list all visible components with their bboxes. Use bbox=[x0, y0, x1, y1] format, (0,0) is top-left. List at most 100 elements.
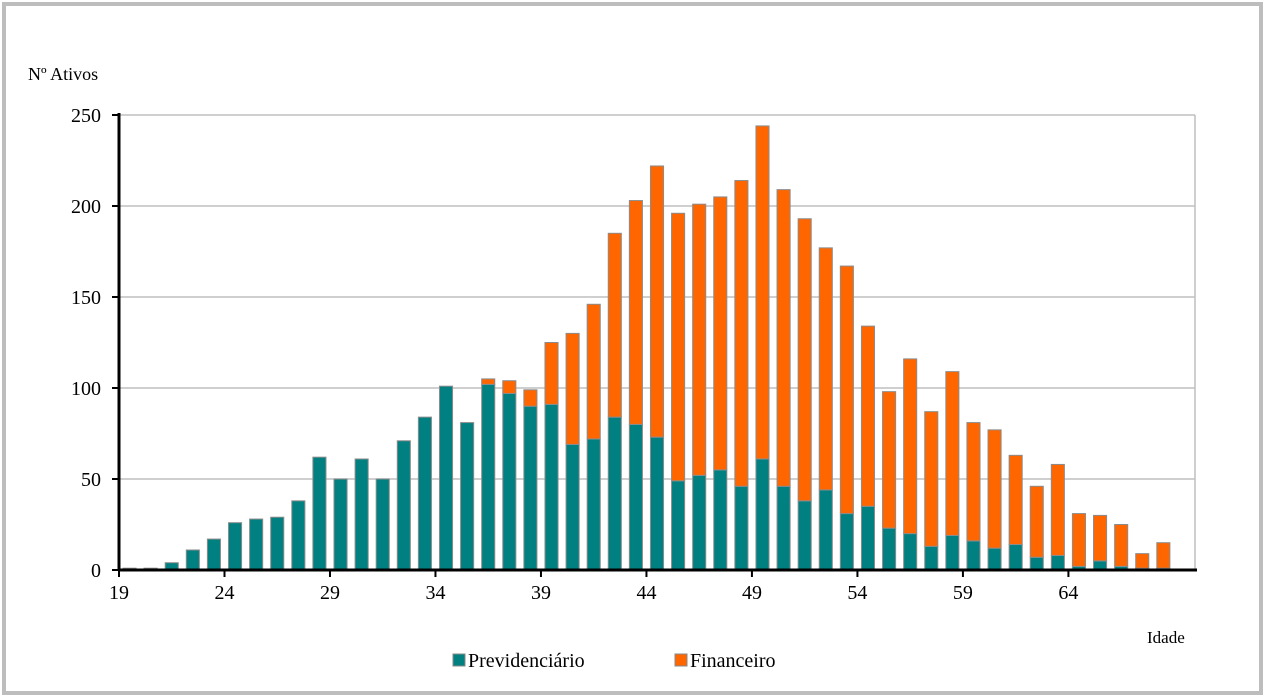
bar-previdenciario bbox=[312, 456, 327, 571]
bar-previdenciario bbox=[586, 438, 601, 571]
bar-financeiro bbox=[544, 342, 559, 405]
bar-previdenciario bbox=[776, 485, 791, 571]
bar-previdenciario bbox=[797, 500, 812, 571]
bar-financeiro bbox=[797, 218, 812, 502]
bar-previdenciario bbox=[1008, 544, 1023, 571]
bar-financeiro bbox=[860, 325, 876, 507]
x-tick-label: 19 bbox=[109, 582, 129, 604]
y-tick-labels: 0 50 100 150 200 250 bbox=[71, 105, 101, 582]
bar-financeiro bbox=[1135, 553, 1150, 569]
bar-financeiro bbox=[987, 429, 1002, 549]
x-tick-label: 44 bbox=[636, 582, 656, 604]
bar-financeiro bbox=[671, 212, 686, 482]
legend-label-financeiro: Financeiro bbox=[690, 650, 776, 672]
bar-previdenciario bbox=[375, 478, 390, 571]
y-axis-label: Nº Ativos bbox=[28, 64, 98, 84]
legend-swatch-financeiro bbox=[674, 653, 688, 667]
bar-financeiro bbox=[924, 411, 939, 547]
x-tick-label: 49 bbox=[742, 582, 762, 604]
y-tick-label: 50 bbox=[81, 469, 101, 491]
y-tick-label: 100 bbox=[71, 378, 101, 400]
bar-financeiro bbox=[1093, 514, 1108, 562]
x-tick-label: 24 bbox=[214, 582, 234, 604]
bar-financeiro bbox=[1114, 524, 1129, 567]
bar-previdenciario bbox=[987, 547, 1002, 571]
bar-financeiro bbox=[481, 378, 496, 385]
bar-previdenciario bbox=[206, 538, 221, 571]
x-tick-label: 34 bbox=[425, 582, 445, 604]
bar-previdenciario bbox=[945, 534, 960, 571]
bars bbox=[122, 125, 1171, 571]
legend: Previdenciário Financeiro bbox=[452, 650, 776, 672]
bar-previdenciario bbox=[692, 474, 707, 571]
bar-financeiro bbox=[1050, 463, 1065, 556]
bar-previdenciario bbox=[818, 489, 833, 571]
bar-previdenciario bbox=[333, 478, 348, 571]
bar-previdenciario bbox=[839, 513, 854, 571]
bar-financeiro bbox=[1156, 542, 1171, 569]
bar-financeiro bbox=[818, 247, 833, 491]
bar-financeiro bbox=[903, 358, 918, 535]
bar-financeiro bbox=[649, 165, 665, 438]
x-tick-labels: 19 24 29 34 39 44 49 54 59 64 bbox=[109, 582, 1078, 604]
bar-previdenciario bbox=[671, 480, 686, 571]
bar-previdenciario bbox=[481, 383, 496, 571]
bar-financeiro bbox=[734, 180, 749, 487]
bar-previdenciario bbox=[460, 422, 475, 571]
x-tick-label: 29 bbox=[320, 582, 340, 604]
bar-previdenciario bbox=[396, 440, 411, 571]
bar-financeiro bbox=[628, 200, 643, 425]
bar-previdenciario bbox=[417, 416, 432, 571]
bar-financeiro bbox=[1029, 485, 1044, 558]
bar-previdenciario bbox=[755, 458, 770, 571]
bar-financeiro bbox=[565, 332, 580, 445]
legend-swatch-previdenciario bbox=[452, 653, 466, 667]
bar-financeiro bbox=[713, 196, 728, 471]
bar-previdenciario bbox=[1050, 554, 1065, 571]
y-tick-label: 250 bbox=[71, 105, 101, 127]
bar-financeiro bbox=[692, 203, 707, 476]
bar-financeiro bbox=[1071, 513, 1087, 567]
bar-previdenciario bbox=[270, 516, 285, 571]
bar-previdenciario bbox=[713, 469, 728, 571]
x-tick-label: 54 bbox=[847, 582, 867, 604]
bar-financeiro bbox=[502, 380, 517, 394]
bar-previdenciario bbox=[882, 527, 897, 571]
x-tick-label: 39 bbox=[531, 582, 551, 604]
x-tick-label: 59 bbox=[953, 582, 973, 604]
bar-previdenciario bbox=[607, 416, 622, 571]
bar-previdenciario bbox=[860, 505, 876, 571]
bar-previdenciario bbox=[291, 500, 306, 571]
bar-previdenciario bbox=[628, 423, 643, 571]
bar-financeiro bbox=[776, 189, 791, 487]
bar-previdenciario bbox=[185, 549, 200, 571]
x-axis-label: Idade bbox=[1147, 628, 1185, 647]
bar-previdenciario bbox=[903, 533, 918, 571]
bar-previdenciario bbox=[649, 436, 665, 571]
axes bbox=[112, 113, 1197, 577]
bar-previdenciario bbox=[1029, 556, 1044, 571]
bar-financeiro bbox=[607, 232, 622, 418]
bar-previdenciario bbox=[924, 545, 939, 571]
bar-financeiro bbox=[523, 389, 538, 407]
bar-financeiro bbox=[882, 391, 897, 529]
bar-financeiro bbox=[945, 371, 960, 536]
bar-financeiro bbox=[1008, 454, 1023, 546]
legend-label-previdenciario: Previdenciário bbox=[468, 650, 585, 672]
x-tick-label: 64 bbox=[1058, 582, 1078, 604]
bar-financeiro bbox=[839, 265, 854, 515]
y-tick-label: 0 bbox=[91, 560, 101, 582]
bar-previdenciario bbox=[523, 405, 538, 571]
bar-financeiro bbox=[586, 303, 601, 440]
bar-previdenciario bbox=[438, 385, 454, 571]
bar-previdenciario bbox=[228, 522, 243, 571]
y-tick-label: 200 bbox=[71, 196, 101, 218]
bar-previdenciario bbox=[502, 392, 517, 571]
bar-previdenciario bbox=[249, 518, 264, 571]
bar-previdenciario bbox=[565, 443, 580, 571]
bar-financeiro bbox=[966, 422, 981, 542]
y-tick-label: 150 bbox=[71, 287, 101, 309]
bar-financeiro bbox=[755, 125, 770, 460]
bar-previdenciario bbox=[544, 403, 559, 571]
